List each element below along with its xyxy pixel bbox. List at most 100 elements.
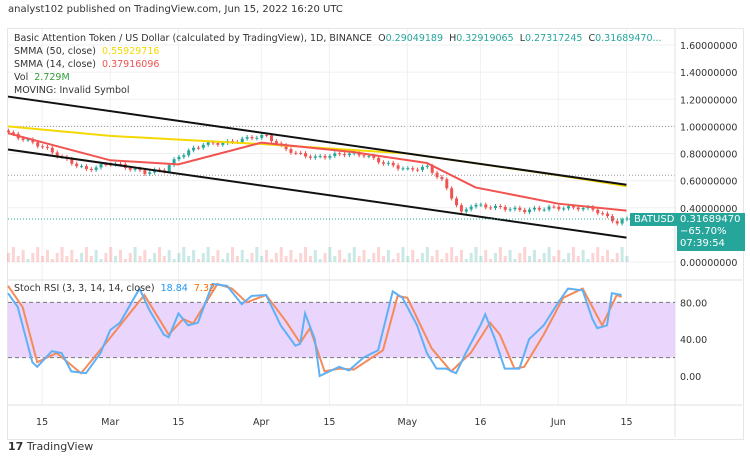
volume-bar (182, 247, 186, 262)
candle-body (596, 209, 600, 214)
volume-bar (518, 253, 522, 262)
candle-body (143, 170, 147, 174)
volume-bar (279, 247, 283, 262)
candle-body (615, 221, 619, 224)
candle-body (45, 146, 49, 148)
candle-body (416, 169, 420, 171)
stoch-label: Stoch RSI (3, 3, 14, 14, close) (14, 283, 155, 294)
volume-bar (294, 259, 298, 262)
volume-bar (328, 247, 332, 262)
smma50-line (7, 125, 627, 188)
volume-bar (425, 247, 429, 262)
candle-body (606, 213, 610, 217)
high-value: 0.32919065 (456, 33, 514, 44)
candle-body (362, 155, 366, 157)
volume-bar (557, 250, 561, 262)
candle-body (528, 209, 532, 213)
volume-bar (284, 256, 288, 262)
candle-body (119, 163, 123, 165)
volume-bar (289, 250, 293, 262)
candle-body (250, 137, 254, 139)
volume-bar (445, 253, 449, 262)
volume-bar (372, 253, 376, 262)
bar-countdown: 07:39:54 (680, 238, 725, 249)
volume-bar (450, 247, 454, 262)
smma14-line (7, 132, 627, 212)
stoch-d-line (7, 282, 622, 375)
volume-bar (435, 250, 439, 262)
low-label: L (519, 33, 525, 44)
time-tick-label: Apr (253, 417, 270, 428)
volume-bar (70, 250, 74, 262)
candle-body (138, 168, 142, 171)
candle-body (99, 164, 103, 168)
volume-bar (430, 256, 434, 262)
candle-body (469, 206, 473, 210)
volume-bar (245, 259, 249, 262)
volume-bar (357, 256, 361, 262)
volume-bar (114, 256, 118, 262)
candle-body (474, 204, 478, 207)
volume-bar (576, 256, 580, 262)
smma14-label: SMMA (14, close) (14, 59, 96, 70)
lower-trendline (7, 148, 627, 239)
volume-bar (206, 247, 210, 262)
tradingview-logo[interactable]: 17 TradingView (8, 440, 93, 453)
stoch-tick-label: 0.00 (680, 372, 701, 383)
candle-body (299, 152, 303, 154)
symbol-legend: Basic Attention Token / US Dollar (calcu… (14, 33, 662, 44)
candle-body (494, 206, 497, 208)
candle-body (542, 209, 546, 211)
volume-bar (50, 259, 54, 262)
volume-bar (89, 256, 93, 262)
candle-body (196, 147, 200, 149)
volume-bar (304, 247, 308, 262)
volume-bar (498, 247, 502, 262)
volume-bar (377, 247, 381, 262)
vol-value: 2.729M (34, 72, 70, 83)
candle-body (333, 153, 337, 157)
volume-bar (41, 256, 45, 262)
volume-bar (157, 247, 161, 262)
publisher-line: analyst102 published on TradingView.com,… (8, 4, 343, 15)
candle-body (484, 204, 488, 208)
candle-body (55, 152, 59, 157)
candle-body (532, 207, 536, 210)
candle-body (211, 142, 215, 144)
time-tick-label: Mar (101, 417, 119, 428)
candle-body (420, 166, 424, 170)
volume-bar (362, 250, 366, 262)
candle-body (80, 166, 84, 168)
candle-body (455, 198, 459, 206)
candle-body (328, 156, 332, 158)
last-price: 0.31689470 (680, 214, 741, 225)
stoch-k-line (7, 282, 622, 378)
volume-bar (123, 259, 127, 262)
volume-bar (503, 256, 507, 262)
candle-body (128, 167, 132, 170)
volume-bar (260, 256, 264, 262)
volume-bar (119, 250, 123, 262)
volume-bar (586, 259, 590, 262)
volume-bar (45, 250, 49, 262)
volume-bar (581, 250, 585, 262)
candle-body (411, 168, 415, 170)
candle-body (401, 168, 405, 170)
candle-body (323, 156, 327, 158)
candle-body (187, 150, 191, 156)
candle-body (177, 156, 181, 160)
volume-bar (7, 253, 10, 262)
candle-body (450, 188, 454, 199)
candle-body (581, 208, 585, 210)
candle-body (610, 216, 614, 222)
candle-body (192, 147, 196, 151)
candle-body (620, 219, 624, 224)
volume-bar (333, 256, 337, 262)
volume-bar (16, 256, 20, 262)
price-tick-label: 1.40000000 (680, 68, 737, 79)
candle-body (464, 209, 468, 212)
candle-body (36, 142, 40, 147)
volume-bar (235, 256, 239, 262)
